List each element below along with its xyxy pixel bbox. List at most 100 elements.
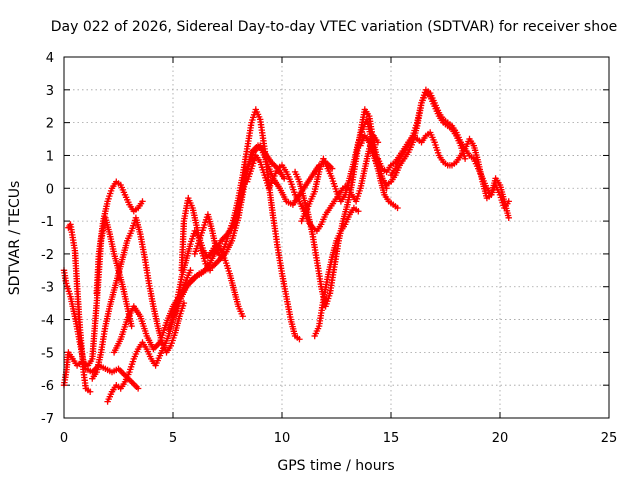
- data-point-markers: [381, 191, 391, 203]
- data-point-markers: [320, 155, 330, 170]
- data-point-markers: [309, 164, 321, 179]
- data-point-markers: [374, 165, 385, 180]
- data-point-markers: [165, 312, 178, 333]
- data-point-markers: [400, 151, 411, 162]
- data-point-markers: [237, 167, 250, 202]
- data-point-markers: [235, 303, 245, 317]
- data-point-markers: [370, 152, 381, 170]
- data-point-markers: [444, 162, 454, 169]
- data-point-markers: [115, 256, 126, 277]
- data-point-markers: [163, 305, 176, 326]
- data-point: [505, 214, 512, 222]
- data-point: [461, 155, 469, 162]
- data-point: [187, 267, 194, 274]
- plot-frame: [63, 56, 610, 419]
- data-point-markers: [224, 223, 236, 238]
- data-point-markers: [492, 181, 503, 196]
- data-point-markers: [374, 155, 385, 170]
- data-point-markers: [250, 144, 262, 156]
- y-axis-label: SDTVAR / TECUs: [7, 181, 23, 296]
- data-point-markers: [276, 185, 289, 203]
- data-point-markers: [352, 187, 363, 205]
- data-point-markers: [126, 201, 136, 213]
- data-point-markers: [191, 240, 202, 258]
- data-point-markers: [243, 151, 256, 172]
- data-point-markers: [315, 299, 327, 330]
- data-point-markers: [457, 139, 467, 150]
- data-series-track-12: [243, 132, 382, 235]
- data-point-markers: [176, 302, 187, 320]
- data-point: [394, 204, 401, 212]
- data-point-markers: [84, 357, 95, 369]
- x-axis-label: GPS time / hours: [277, 458, 394, 474]
- data-point-markers: [113, 178, 122, 187]
- y-tick-label: -5: [41, 346, 54, 361]
- data-point-markers: [143, 345, 154, 360]
- data-point-markers: [355, 128, 365, 146]
- data-point: [134, 385, 142, 392]
- data-point-markers: [126, 358, 137, 376]
- x-tick-label: 15: [383, 431, 400, 446]
- data-point-markers: [270, 214, 281, 248]
- data-point-markers: [387, 160, 397, 169]
- data-point-markers: [252, 106, 263, 121]
- data-point-markers: [302, 173, 315, 189]
- data-point-markers: [322, 207, 332, 218]
- data-point-markers: [483, 193, 493, 202]
- data-point-markers: [117, 318, 130, 343]
- y-tick-label: 2: [46, 117, 54, 132]
- data-point-markers: [124, 230, 134, 244]
- data-point-markers: [128, 378, 140, 390]
- data-point-markers: [69, 355, 79, 367]
- data-point-markers: [387, 167, 398, 179]
- data-point-markers: [204, 252, 217, 271]
- data-point-markers: [379, 165, 388, 174]
- data-point-markers: [435, 152, 446, 163]
- data-point-markers: [337, 193, 347, 205]
- data-point-markers: [337, 223, 347, 235]
- data-point-markers: [453, 129, 463, 144]
- data-point-markers: [457, 147, 467, 159]
- data-point-markers: [333, 230, 343, 244]
- data-point-markers: [431, 103, 442, 117]
- data-point-markers: [379, 175, 389, 186]
- data-point-markers: [222, 257, 232, 275]
- data-point-markers: [73, 360, 83, 369]
- data-point-markers: [130, 348, 141, 363]
- data-point-markers: [326, 266, 338, 297]
- data-point-markers: [405, 141, 415, 156]
- data-point-markers: [427, 129, 437, 144]
- data-point-markers: [444, 122, 454, 131]
- data-point-markers: [390, 201, 399, 210]
- data-point-markers: [243, 122, 255, 153]
- data-point-markers: [113, 382, 122, 390]
- grid: [64, 57, 609, 418]
- data-point-markers: [414, 135, 423, 144]
- data-point-markers: [274, 244, 285, 275]
- data-point-markers: [392, 158, 402, 172]
- data-point-markers: [466, 135, 476, 147]
- data-point-markers: [318, 213, 328, 228]
- data-point-markers: [228, 217, 241, 244]
- data-point-markers: [185, 194, 195, 209]
- data-point-markers: [252, 152, 262, 163]
- y-tick-label: 3: [46, 84, 54, 99]
- plot-area: [60, 86, 512, 405]
- data-point-markers: [191, 271, 203, 281]
- data-point-markers: [95, 220, 107, 258]
- data-point-markers: [178, 220, 187, 274]
- data-point-markers: [313, 257, 324, 288]
- data-series-track-3: [60, 349, 142, 392]
- data-point: [128, 322, 135, 330]
- data-point-markers: [204, 249, 214, 261]
- x-tick-label: 10: [274, 431, 291, 446]
- data-point-markers: [501, 200, 511, 212]
- data-point-markers: [78, 359, 88, 370]
- data-point-markers: [110, 338, 123, 356]
- data-point-markers: [117, 181, 128, 196]
- data-point-markers: [185, 275, 197, 287]
- data-point-markers: [257, 158, 267, 176]
- y-tick-label: -7: [41, 412, 54, 427]
- data-point: [280, 175, 288, 182]
